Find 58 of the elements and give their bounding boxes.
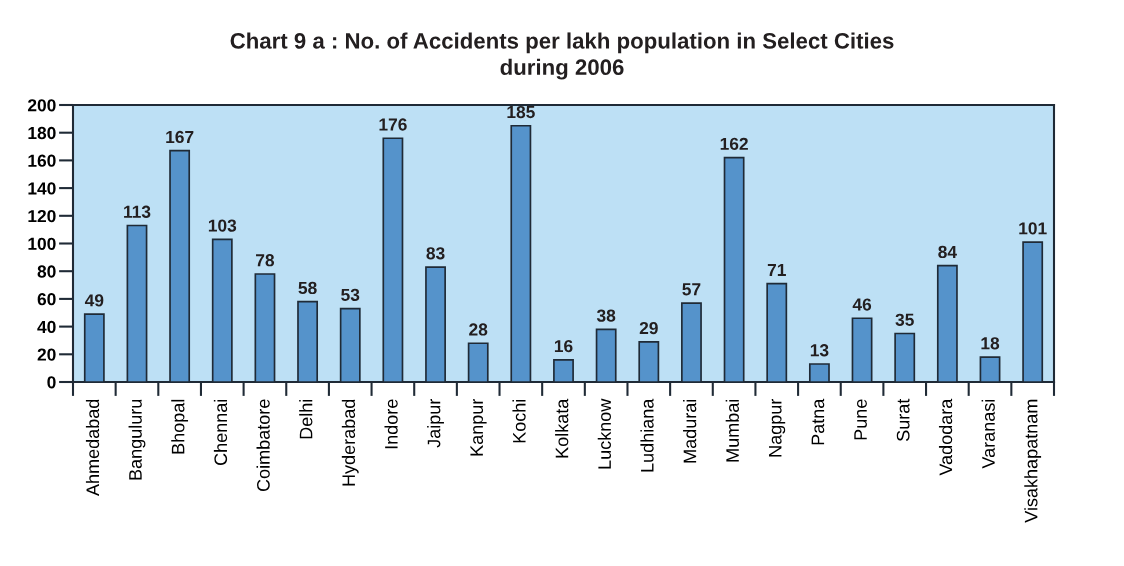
y-tick-label: 200 [27, 99, 56, 112]
data-label: 13 [810, 344, 829, 357]
x-tick-label: Chennai [213, 399, 228, 465]
x-tick-label: Mumbai [725, 399, 739, 462]
data-label: 185 [507, 105, 535, 119]
y-tick-label: 120 [28, 209, 56, 223]
data-label: 57 [682, 283, 701, 296]
x-tick-label: Nagpur [769, 398, 786, 457]
y-tick-label: 100 [28, 237, 56, 250]
y-tick-label: 160 [28, 154, 56, 167]
y-tick-label: 0 [47, 376, 56, 389]
data-label: 71 [767, 263, 786, 276]
data-label: 167 [166, 130, 194, 144]
y-tick-label: 180 [28, 126, 56, 140]
x-tick-label: Kanpur [470, 398, 487, 456]
x-tick-label: Jaipur [427, 398, 444, 448]
data-label: 84 [938, 245, 957, 259]
data-label: 103 [208, 219, 237, 232]
x-tick-label: Madurai [683, 399, 697, 463]
data-label: 38 [596, 309, 616, 322]
x-tick-label: Patna [811, 398, 825, 445]
x-tick-label: Banguluru [128, 399, 146, 480]
x-tick-label: Varanasi [981, 399, 995, 469]
y-tick-label: 80 [37, 265, 56, 278]
data-label: 53 [341, 288, 360, 302]
x-tick-label: Pune [854, 399, 867, 440]
data-label: 18 [981, 337, 1000, 350]
x-tick-label: Vadodara [938, 398, 953, 476]
x-tick-label: Surat [896, 398, 910, 441]
y-tick-label: 140 [28, 182, 56, 195]
data-label: 162 [720, 137, 748, 151]
data-label: 29 [639, 321, 658, 335]
x-tick-label: Hyderabad [341, 399, 359, 486]
x-tick-label: Kolkata [555, 398, 569, 458]
x-tick-label: Kochi [512, 399, 526, 443]
x-tick-label: Ahmedabad [85, 399, 100, 496]
data-label: 58 [298, 281, 317, 295]
x-tick-label: Delhi [299, 399, 313, 439]
chart-title: Chart 9 a : No. of Accidents per lakh population in Select Cities during 2006 [230, 32, 894, 80]
data-label: 46 [852, 298, 872, 311]
y-tick-label: 20 [37, 348, 56, 361]
data-label: 49 [84, 294, 104, 307]
data-label: 83 [426, 247, 445, 260]
y-tick-label: 60 [37, 293, 56, 306]
data-label: 78 [256, 254, 275, 267]
data-label: 28 [469, 323, 488, 336]
data-label: 35 [895, 313, 914, 326]
data-label: 176 [379, 118, 407, 131]
x-tick-label: Bhopal [171, 399, 189, 454]
y-tick-label: 40 [37, 320, 56, 334]
x-tick-label: Visakhapatnam [1024, 399, 1042, 523]
x-tick-label: Indore [384, 399, 398, 449]
data-label: 16 [554, 339, 573, 353]
data-label: 113 [124, 205, 151, 218]
x-tick-label: Lucknow [597, 398, 611, 469]
x-tick-label: Ludhiana [640, 398, 654, 472]
x-tick-label: Coimbatore [256, 399, 270, 492]
data-label: 101 [1019, 222, 1047, 235]
